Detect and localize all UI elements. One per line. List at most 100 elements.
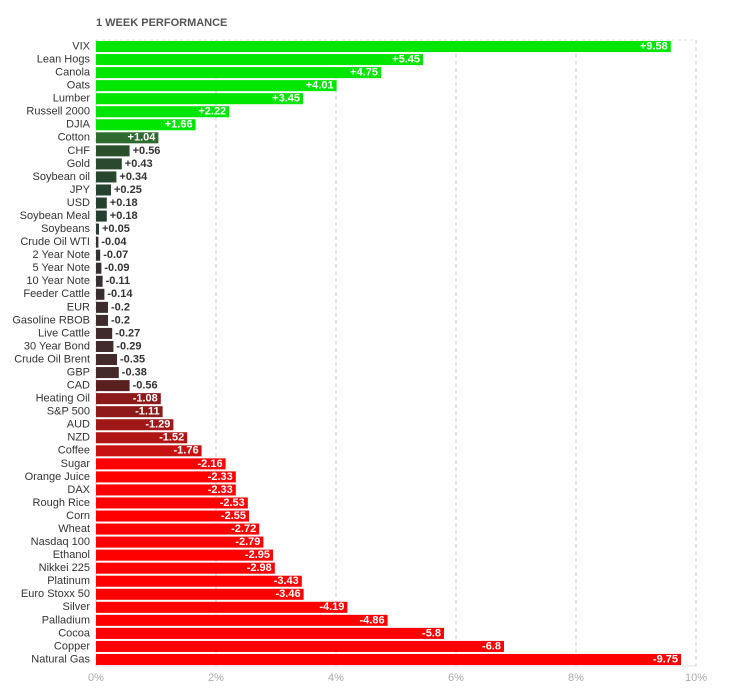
value-label: -4.19 [319,601,344,613]
bar [96,471,236,483]
bar [96,562,275,574]
bar [96,367,119,379]
value-label: +0.34 [119,171,148,183]
category-label: Euro Stoxx 50 [21,588,90,600]
bar [96,54,423,66]
bar [96,458,226,470]
bar [96,41,671,53]
category-label: AUD [67,419,90,431]
value-label: -9.75 [653,653,678,665]
category-label: Gold [67,158,90,170]
value-label: -0.56 [133,380,158,392]
category-label: VIX [72,40,90,52]
value-label: -2.53 [220,497,245,509]
bar [96,314,108,326]
value-label: -2.33 [208,471,233,483]
value-label: -0.2 [111,314,130,326]
value-label: -2.55 [221,510,246,522]
bar [96,106,230,118]
value-label: -1.52 [159,432,184,444]
bar [96,262,102,274]
category-label: NZD [67,432,90,444]
category-label: Platinum [47,575,90,587]
bar [96,575,302,587]
value-label: -5.8 [422,627,441,639]
value-label: +0.05 [102,223,130,235]
value-label: +0.43 [125,158,153,170]
bar [96,640,504,652]
bar [96,223,99,235]
bar [96,510,249,522]
category-label: Lumber [53,93,91,105]
value-label: +0.18 [110,210,138,222]
category-label: Nikkei 225 [39,562,90,574]
bar [96,145,130,157]
value-label: -1.11 [135,406,159,418]
value-label: -4.86 [360,614,385,626]
x-tick-label: 2% [208,672,224,684]
bar [96,132,159,144]
value-label: +1.04 [128,132,157,144]
category-label: Crude Oil Brent [14,353,90,365]
value-label: -0.14 [107,288,133,300]
value-label: -3.43 [274,575,299,587]
value-label: -2.16 [198,458,223,470]
x-tick-label: 0% [88,672,104,684]
category-label: Cotton [58,132,90,144]
value-label: -2.79 [235,536,260,548]
bar [96,380,130,392]
category-label: Copper [54,640,90,652]
category-label: 5 Year Note [33,262,91,274]
category-label: 2 Year Note [33,249,91,261]
bar [96,406,163,418]
value-label: +9.58 [640,40,668,52]
category-label: Feeder Cattle [23,288,90,300]
value-label: -1.76 [174,445,199,457]
bar [96,67,381,79]
category-label: Silver [62,601,90,613]
value-label: -1.08 [133,393,158,405]
value-label: -0.35 [120,353,145,365]
bar [96,588,304,600]
bar [96,653,681,665]
value-label: -0.09 [104,262,129,274]
bar [96,119,196,131]
bar [96,197,107,209]
bar [96,614,388,626]
value-label: -0.29 [116,340,141,352]
value-label: -0.11 [106,275,130,287]
value-label: -0.04 [101,236,127,248]
category-label: Soybean Meal [20,210,90,222]
bar [96,523,260,535]
value-label: -0.27 [115,327,140,339]
x-tick-label: 8% [568,672,584,684]
bar [96,354,117,366]
value-label: -0.07 [103,249,128,261]
bar [96,627,444,639]
category-label: Soybean oil [33,171,91,183]
value-label: +0.25 [114,184,142,196]
category-label: Nasdaq 100 [31,536,90,548]
bar [96,275,103,287]
bar [96,236,99,248]
value-label: +4.01 [306,80,334,92]
bar [96,158,122,170]
category-label: GBP [67,366,90,378]
value-label: -0.2 [111,301,130,313]
bar [96,171,117,183]
value-label: +0.18 [110,197,138,209]
category-label: Oats [67,80,91,92]
category-label: Ethanol [53,549,90,561]
category-label: JPY [70,184,91,196]
bar [96,80,337,92]
value-label: +0.56 [133,145,161,157]
bar [96,536,264,548]
bar [96,288,105,300]
category-label: Russell 2000 [26,106,90,118]
bar [96,549,273,561]
bar [96,432,188,444]
value-label: +4.75 [350,67,378,79]
category-label: Corn [66,510,90,522]
bar [96,93,303,105]
